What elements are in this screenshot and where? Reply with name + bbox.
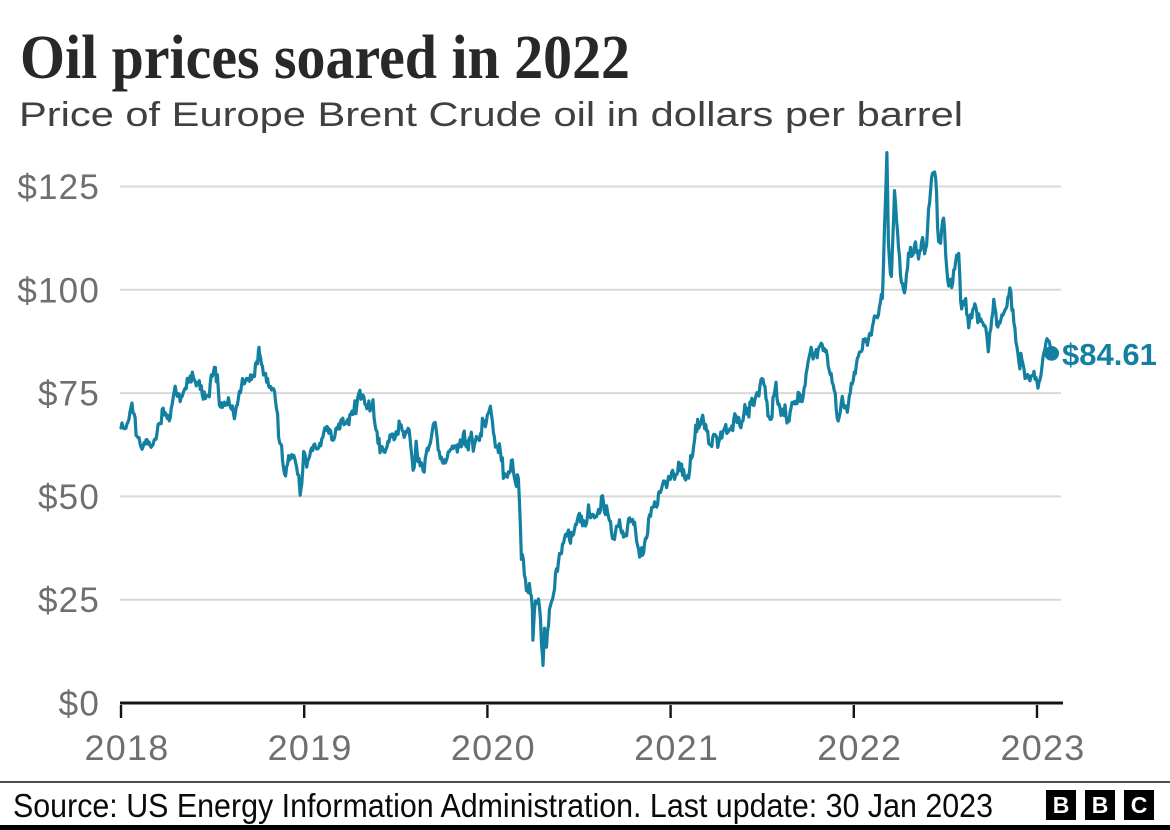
svg-text:$0: $0: [59, 685, 100, 724]
svg-text:$25: $25: [38, 581, 100, 620]
svg-text:Source: US Energy Information: Source: US Energy Information Administra…: [13, 787, 993, 824]
svg-text:Price of Europe Brent Crude oi: Price of Europe Brent Crude oil in dolla…: [19, 96, 963, 134]
svg-text:B: B: [1092, 792, 1109, 818]
svg-text:Oil prices soared in 2022: Oil prices soared in 2022: [20, 24, 630, 92]
svg-text:2020: 2020: [451, 729, 536, 768]
svg-text:$125: $125: [17, 168, 100, 207]
svg-text:2018: 2018: [85, 729, 170, 768]
svg-text:C: C: [1131, 792, 1148, 818]
svg-text:2021: 2021: [634, 729, 719, 768]
svg-text:$50: $50: [38, 478, 100, 517]
svg-text:B: B: [1053, 792, 1070, 818]
svg-text:$84.61: $84.61: [1062, 337, 1157, 372]
svg-text:2023: 2023: [1001, 729, 1086, 768]
svg-text:2019: 2019: [268, 729, 353, 768]
svg-text:2022: 2022: [817, 729, 902, 768]
svg-text:$100: $100: [17, 271, 100, 310]
svg-text:$75: $75: [38, 375, 100, 414]
